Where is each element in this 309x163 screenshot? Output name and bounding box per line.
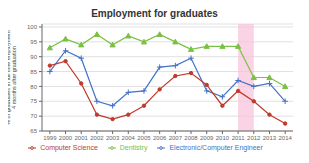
svg-text:80: 80 <box>30 84 37 90</box>
svg-text:2007: 2007 <box>169 135 183 141</box>
svg-text:85: 85 <box>30 69 37 75</box>
svg-text:2002: 2002 <box>90 135 104 141</box>
svg-text:2013: 2013 <box>263 135 277 141</box>
svg-text:2014: 2014 <box>278 135 292 141</box>
svg-text:95: 95 <box>30 39 37 45</box>
svg-text:90: 90 <box>30 54 37 60</box>
html-text:Employment for graduates: Employment for graduates <box>91 8 218 19</box>
html-text:Dentistry: Dentistry <box>119 144 148 151</box>
svg-text:2012: 2012 <box>247 135 261 141</box>
svg-text:2008: 2008 <box>184 135 198 141</box>
svg-text:2006: 2006 <box>153 135 167 141</box>
svg-text:2000: 2000 <box>59 135 73 141</box>
svg-text:70: 70 <box>30 113 37 119</box>
svg-text:2005: 2005 <box>137 135 151 141</box>
html-text:Electronic/Computer Engineer: Electronic/Computer Engineer <box>169 144 263 151</box>
svg-text:2010: 2010 <box>216 135 230 141</box>
html-text:Computer Science: Computer Science <box>40 144 98 151</box>
svg-text:1999: 1999 <box>43 135 57 141</box>
svg-text:2004: 2004 <box>122 135 136 141</box>
svg-text:65: 65 <box>30 128 37 134</box>
svg-text:100: 100 <box>27 24 38 30</box>
svg-text:2009: 2009 <box>200 135 214 141</box>
svg-text:75: 75 <box>30 98 37 104</box>
svg-text:% of graduates in full time em: % of graduates in full time employment4 … <box>8 30 17 125</box>
svg-text:2001: 2001 <box>75 135 89 141</box>
svg-text:2011: 2011 <box>232 135 246 141</box>
svg-text:2003: 2003 <box>106 135 120 141</box>
